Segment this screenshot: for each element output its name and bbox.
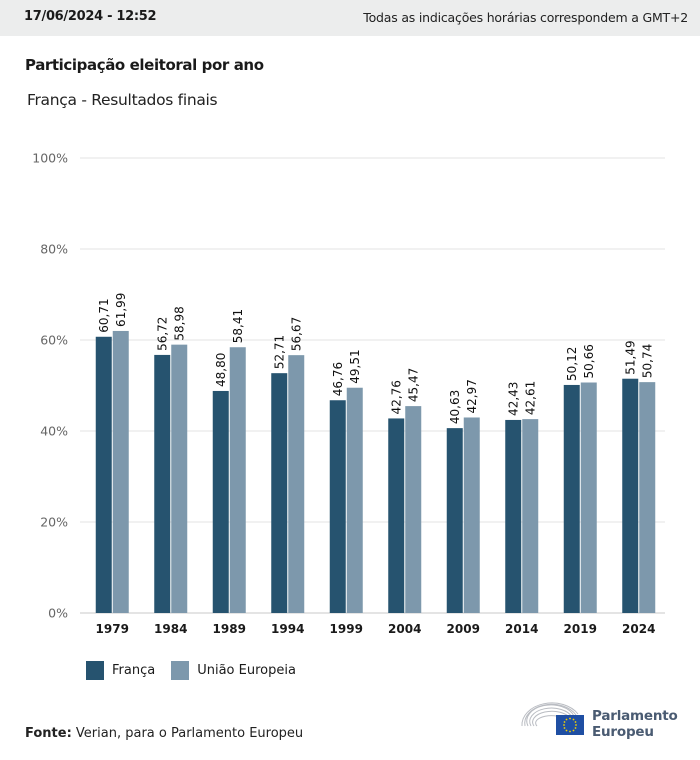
y-tick-label: 60% xyxy=(40,333,68,348)
top-bar: 17/06/2024 - 12:52 Todas as indicações h… xyxy=(0,0,700,36)
bar-franca-2004 xyxy=(388,418,405,613)
value-label: 40,63 xyxy=(448,390,462,424)
bar-franca-1994 xyxy=(271,373,288,613)
bar-ue-1989 xyxy=(229,347,246,613)
x-tick-label: 1999 xyxy=(330,622,363,636)
legend-swatch-franca xyxy=(86,661,104,680)
bar-franca-1979 xyxy=(95,336,112,613)
x-tick-label: 2014 xyxy=(505,622,538,636)
bar-ue-1999 xyxy=(346,387,363,613)
legend-item-ue: União Europeia xyxy=(171,661,296,680)
bar-franca-2024 xyxy=(622,378,639,613)
bar-ue-2019 xyxy=(580,382,597,613)
bar-franca-1999 xyxy=(329,400,346,613)
value-label: 52,71 xyxy=(273,335,287,369)
value-label: 50,12 xyxy=(565,347,579,381)
bar-franca-1989 xyxy=(212,390,229,613)
chart-subtitle: França - Resultados finais xyxy=(27,91,218,109)
y-tick-label: 40% xyxy=(40,424,68,439)
y-axis-ticks: 0% 20% 40% 60% 80% 100% xyxy=(32,151,68,621)
chart-title: Participação eleitoral por ano xyxy=(25,56,264,74)
bar-franca-2009 xyxy=(446,428,463,613)
bars xyxy=(95,330,656,613)
value-label: 56,72 xyxy=(156,317,170,351)
value-label: 51,49 xyxy=(624,340,638,374)
source-note: Fonte: Verian, para o Parlamento Europeu xyxy=(25,726,303,741)
source-text: Verian, para o Parlamento Europeu xyxy=(71,726,304,741)
value-label: 42,97 xyxy=(465,379,479,413)
y-tick-label: 20% xyxy=(40,515,68,530)
x-tick-label: 1979 xyxy=(96,622,129,636)
bar-ue-2004 xyxy=(405,406,422,613)
value-label: 49,51 xyxy=(348,349,362,383)
logo-text: Parlamento Europeu xyxy=(592,708,678,740)
value-label: 42,61 xyxy=(524,381,538,415)
bar-ue-2024 xyxy=(639,382,656,613)
x-tick-label: 2019 xyxy=(564,622,597,636)
bar-ue-2014 xyxy=(522,419,539,613)
bar-chart: 0% 20% 40% 60% 80% 100% 60,71 61,99 56,72 58,98 4… xyxy=(32,151,665,636)
x-tick-label: 2024 xyxy=(622,622,655,636)
x-tick-label: 1989 xyxy=(213,622,246,636)
value-label: 56,67 xyxy=(290,317,304,351)
bar-franca-1984 xyxy=(154,354,171,613)
legend-item-franca: França xyxy=(86,661,155,680)
logo-line-1: Parlamento xyxy=(592,708,678,724)
value-label: 46,76 xyxy=(331,362,345,396)
value-label: 48,80 xyxy=(214,353,228,387)
value-label: 58,41 xyxy=(231,309,245,343)
value-label: 45,47 xyxy=(407,368,421,402)
legend: França União Europeia xyxy=(86,661,312,680)
y-tick-label: 100% xyxy=(32,151,68,166)
value-label: 61,99 xyxy=(114,293,128,327)
value-label: 58,98 xyxy=(173,306,187,340)
y-tick-label: 80% xyxy=(40,242,68,257)
bar-franca-2014 xyxy=(505,419,522,613)
timezone-note: Todas as indicações horárias corresponde… xyxy=(363,10,688,25)
value-label: 60,71 xyxy=(97,298,111,332)
legend-swatch-ue xyxy=(171,661,190,680)
x-tick-label: 2009 xyxy=(447,622,480,636)
value-label: 50,66 xyxy=(582,344,596,378)
x-tick-label: 2004 xyxy=(388,622,421,636)
x-tick-label: 1994 xyxy=(271,622,304,636)
bar-franca-2019 xyxy=(563,384,580,613)
bar-ue-2009 xyxy=(463,417,480,613)
logo-line-2: Europeu xyxy=(592,724,654,740)
parlamento-europeu-logo: Parlamento Europeu xyxy=(520,700,690,740)
x-axis-ticks: 1979 1984 1989 1994 1999 2004 2009 2014 2019 2024 xyxy=(96,622,656,636)
timestamp: 17/06/2024 - 12:52 xyxy=(24,9,157,24)
bar-ue-1979 xyxy=(112,330,129,613)
value-label: 50,74 xyxy=(641,344,655,378)
y-tick-label: 0% xyxy=(48,606,68,621)
legend-label-franca: França xyxy=(112,663,156,678)
source-prefix: Fonte: xyxy=(25,726,72,741)
x-tick-label: 1984 xyxy=(154,622,187,636)
bar-ue-1984 xyxy=(171,344,188,613)
value-label: 42,76 xyxy=(390,380,404,414)
value-label: 42,43 xyxy=(507,382,521,416)
bar-ue-1994 xyxy=(288,355,305,613)
legend-label-ue: União Europeia xyxy=(197,663,296,678)
hemicycle-flag-icon xyxy=(521,702,584,735)
